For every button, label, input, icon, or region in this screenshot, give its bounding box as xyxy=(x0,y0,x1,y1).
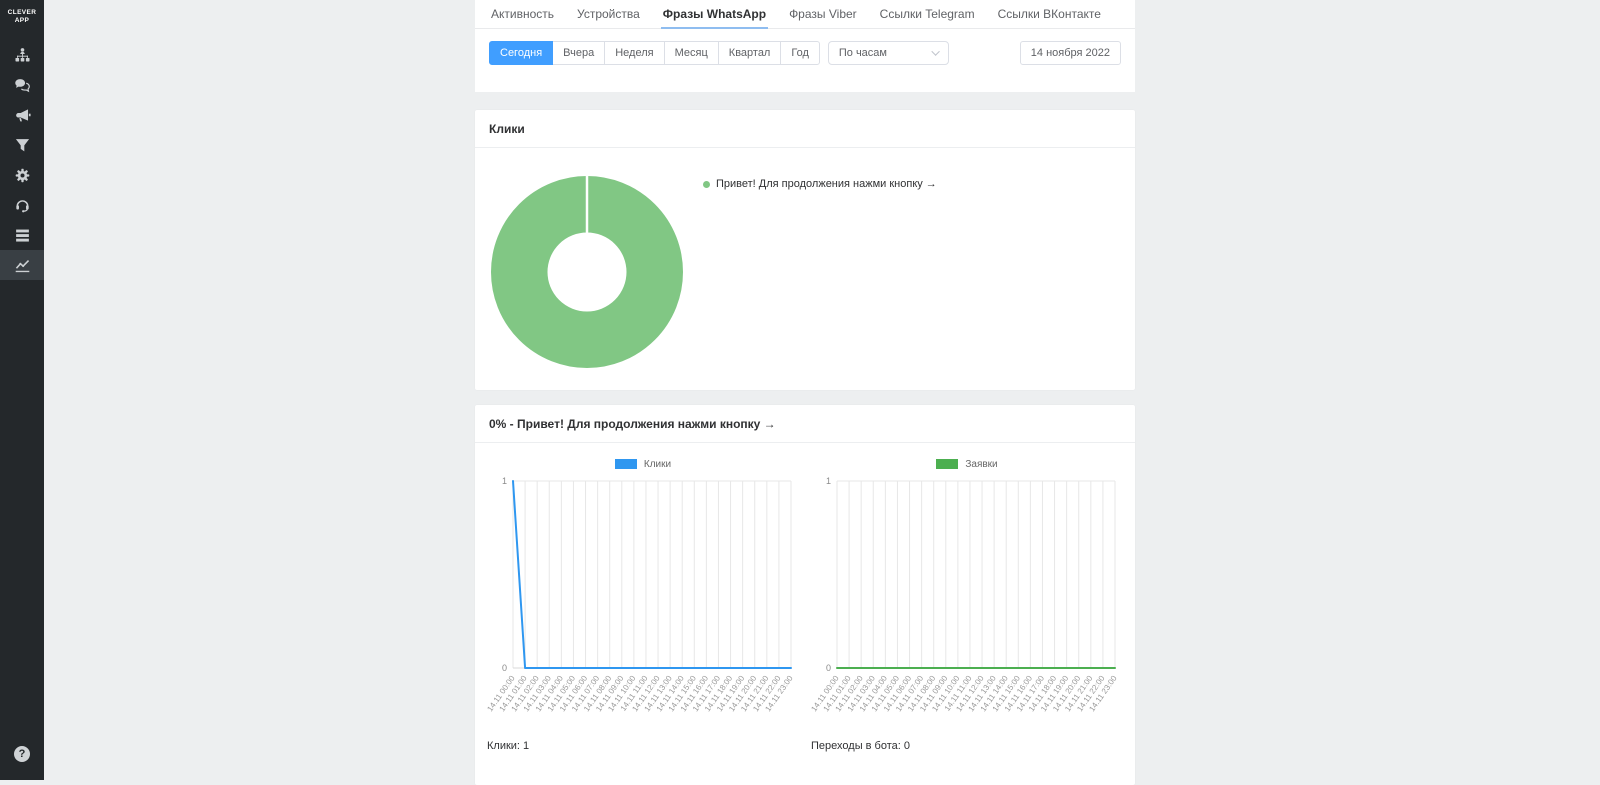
charts-row: Клики 1 0 14.11 00:00 14.11 01:00 14.11 02:0… xyxy=(475,443,1135,753)
donut-row: Привет! Для продолжения нажми кнопку → xyxy=(475,148,1135,370)
sidebar: CLEVER APP xyxy=(0,0,44,780)
sidebar-item-broadcasts[interactable] xyxy=(0,100,44,130)
period-year-button[interactable]: Год xyxy=(780,41,820,65)
filters-row: Сегодня Вчера Неделя Месяц Квартал Год П… xyxy=(475,29,1135,65)
sidebar-item-funnels[interactable] xyxy=(0,40,44,70)
filter-icon xyxy=(15,138,29,151)
tab-devices[interactable]: Устройства xyxy=(577,7,640,21)
clicks-total: Клики: 1 xyxy=(487,740,530,752)
legend-box-icon xyxy=(614,459,637,469)
chevron-down-icon xyxy=(931,47,940,56)
period-quarter-button[interactable]: Квартал xyxy=(717,41,782,65)
sidebar-item-filters[interactable] xyxy=(0,130,44,160)
support-headset-icon xyxy=(15,199,29,212)
analytics-chart-icon xyxy=(15,259,29,272)
sidebar-nav xyxy=(0,40,44,280)
period-yesterday-button[interactable]: Вчера xyxy=(552,41,606,65)
sidebar-item-support[interactable] xyxy=(0,190,44,220)
clicks-line-chart-col: Клики 1 0 14.11 00:00 14.11 01:00 14.11 02:0… xyxy=(485,457,799,753)
leads-legend-item[interactable]: Заявки xyxy=(811,457,1123,471)
period-month-button[interactable]: Месяц xyxy=(663,41,719,65)
clicks-legend-item[interactable]: Клики xyxy=(487,457,799,471)
legend-dot-icon xyxy=(703,180,710,188)
leads-line-chart-col: Заявки 1 0 14.11 00:00 14.11 01:00 14.11 02:… xyxy=(809,457,1123,753)
funnel-builder-icon xyxy=(14,47,30,61)
chats-icon xyxy=(14,78,30,92)
topbar: Активность Устройства Фразы WhatsApp Фра… xyxy=(475,0,1135,92)
help-icon[interactable]: ? xyxy=(14,746,30,762)
clicks-legend-label: Клики xyxy=(643,458,672,470)
lists-icon xyxy=(15,229,29,242)
broadcasts-icon xyxy=(15,108,31,121)
sidebar-item-settings[interactable] xyxy=(0,160,44,190)
svg-text:1: 1 xyxy=(826,476,831,486)
period-week-button[interactable]: Неделя xyxy=(604,41,665,65)
clicks-card: Клики Привет! Для продолжения нажми кноп… xyxy=(475,110,1135,390)
leads-legend-label: Заявки xyxy=(965,458,998,470)
granularity-select[interactable]: По часам xyxy=(827,41,949,65)
donut-legend-item[interactable]: Привет! Для продолжения нажми кнопку → xyxy=(703,178,937,190)
tab-activity[interactable]: Активность xyxy=(491,7,555,21)
tab-telegram-links[interactable]: Ссылки Telegram xyxy=(879,7,975,21)
report-tabs: Активность Устройства Фразы WhatsApp Фра… xyxy=(475,0,1135,29)
clicks-donut-chart xyxy=(491,176,683,368)
sidebar-item-analytics[interactable] xyxy=(0,250,44,280)
phrase-card-title: 0% - Привет! Для продолжения нажми кнопк… xyxy=(475,405,1135,443)
settings-gear-icon xyxy=(15,168,29,182)
tab-viber-phrases[interactable]: Фразы Viber xyxy=(789,7,857,21)
clicks-card-title: Клики xyxy=(475,110,1135,148)
legend-box-icon xyxy=(936,459,959,469)
sidebar-item-lists[interactable] xyxy=(0,220,44,250)
date-picker[interactable]: 14 ноября 2022 xyxy=(1019,41,1121,65)
period-button-group: Сегодня Вчера Неделя Месяц Квартал Год xyxy=(489,41,820,65)
period-today-button[interactable]: Сегодня xyxy=(489,41,554,65)
phrase-card: 0% - Привет! Для продолжения нажми кнопк… xyxy=(475,405,1135,785)
svg-text:1: 1 xyxy=(502,476,507,486)
svg-text:0: 0 xyxy=(826,663,831,673)
app-logo: CLEVER APP xyxy=(7,8,37,24)
sidebar-item-chats[interactable] xyxy=(0,70,44,100)
granularity-select-value: По часам xyxy=(838,47,887,59)
donut-legend-label: Привет! Для продолжения нажми кнопку → xyxy=(716,178,937,190)
svg-text:0: 0 xyxy=(502,663,507,673)
main-content: Активность Устройства Фразы WhatsApp Фра… xyxy=(475,0,1135,785)
tab-whatsapp-phrases[interactable]: Фразы WhatsApp xyxy=(660,0,769,29)
bot-transitions-total: Переходы в бота: 0 xyxy=(811,740,910,752)
tab-vk-links[interactable]: Ссылки ВКонтакте xyxy=(997,7,1101,21)
